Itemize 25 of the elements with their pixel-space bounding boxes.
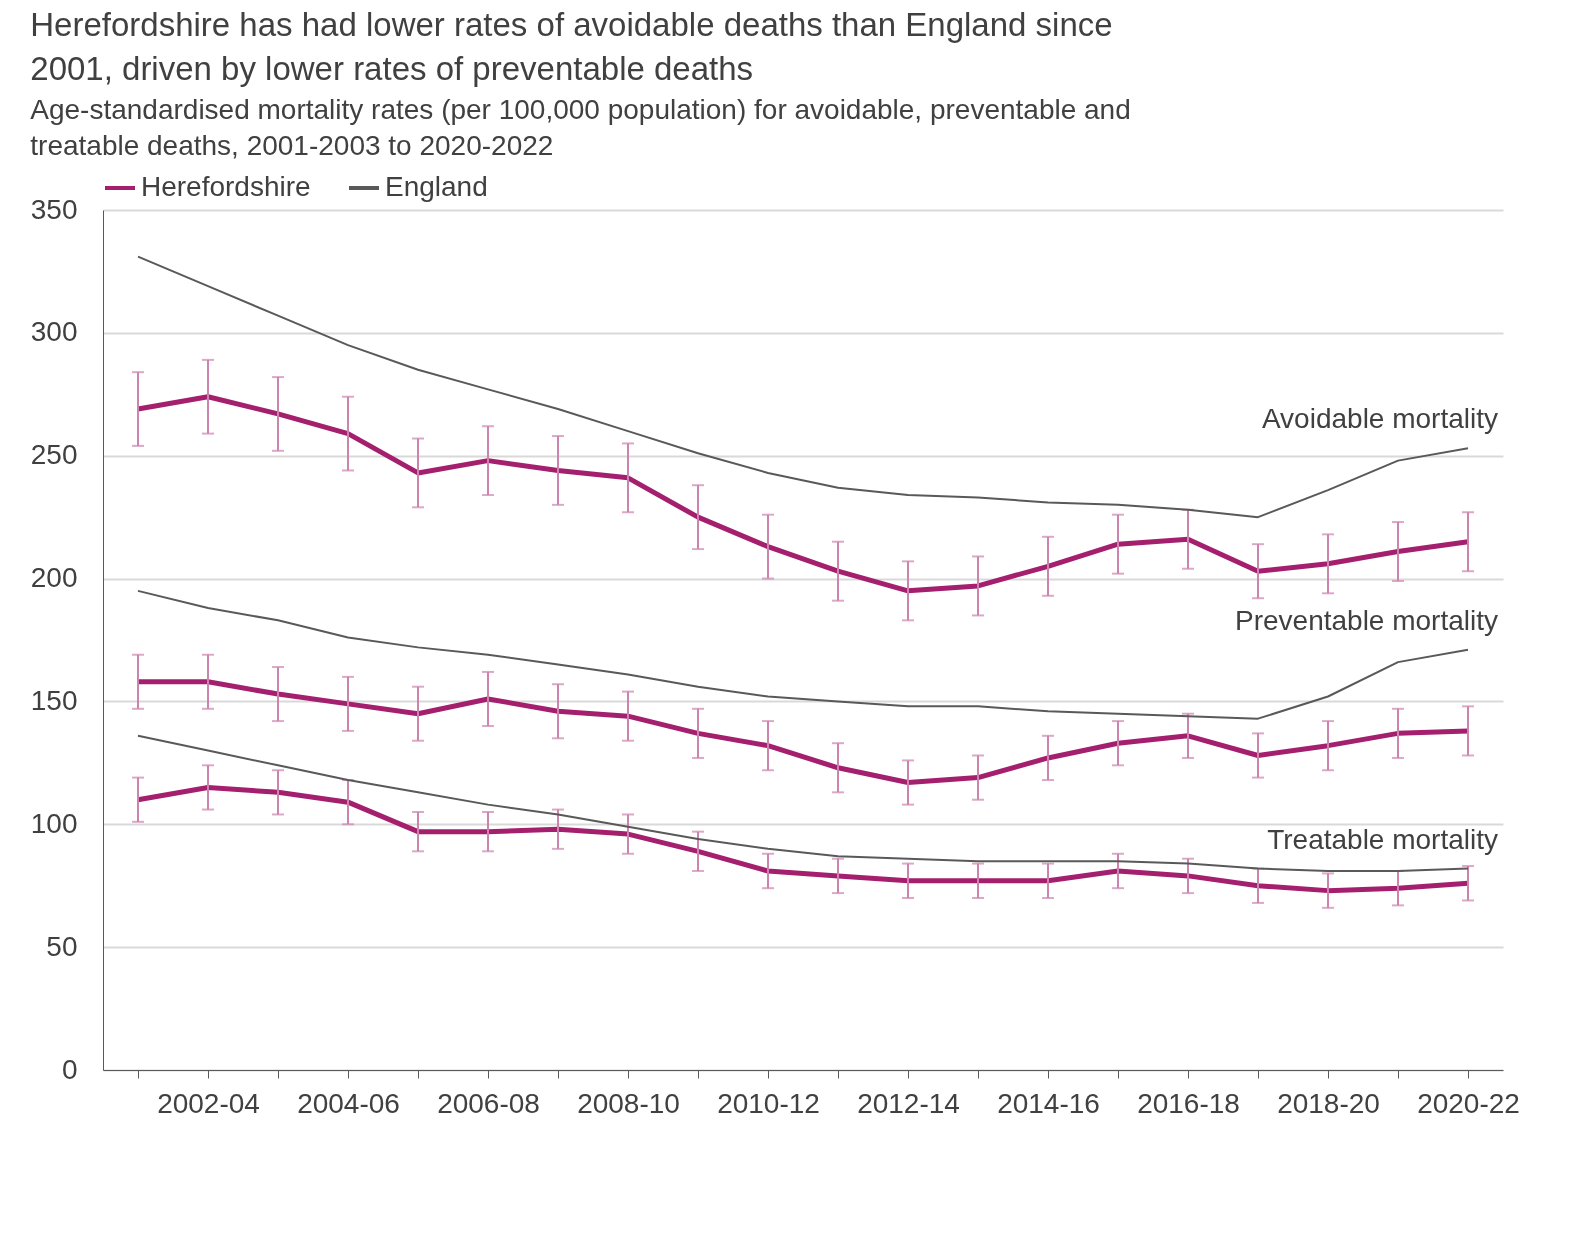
x-tick-label: 2004-06 [297, 1087, 400, 1119]
chart-title: Herefordshire has had lower rates of avoidable deaths than England since 2001, driven by lower rates of preventable deaths [30, 6, 1113, 87]
x-tick-label: 2008-10 [577, 1087, 680, 1119]
annotation: Treatable mortality [1267, 823, 1498, 855]
y-tick-label: 150 [30, 684, 78, 716]
x-tick-label: 2020-22 [1417, 1087, 1520, 1119]
y-tick-label: 100 [30, 807, 78, 839]
y-tick-label: 200 [30, 562, 78, 594]
x-tick-label: 2014-16 [997, 1087, 1100, 1119]
x-tick-label: 2006-08 [437, 1087, 540, 1119]
chart-subtitle: Age-standardised mortality rates (per 100,000 population) for avoidable, preventable and treatable deaths, 2001-2003 to 2020-2022 [30, 94, 1131, 161]
legend-label: England [385, 171, 488, 202]
x-tick-label: 2002-04 [157, 1087, 260, 1119]
y-tick-label: 50 [46, 930, 78, 962]
y-tick-label: 250 [30, 439, 78, 471]
x-tick-label: 2018-20 [1277, 1087, 1380, 1119]
x-tick-label: 2012-14 [857, 1087, 960, 1119]
x-tick-label: 2010-12 [717, 1087, 820, 1119]
y-tick-label: 0 [61, 1053, 78, 1085]
y-tick-label: 300 [30, 316, 78, 348]
x-tick-label: 2016-18 [1137, 1087, 1240, 1119]
annotation: Preventable mortality [1234, 604, 1498, 636]
legend-label: Herefordshire [141, 171, 311, 202]
annotation: Avoidable mortality [1261, 403, 1498, 435]
y-tick-label: 350 [30, 193, 78, 225]
